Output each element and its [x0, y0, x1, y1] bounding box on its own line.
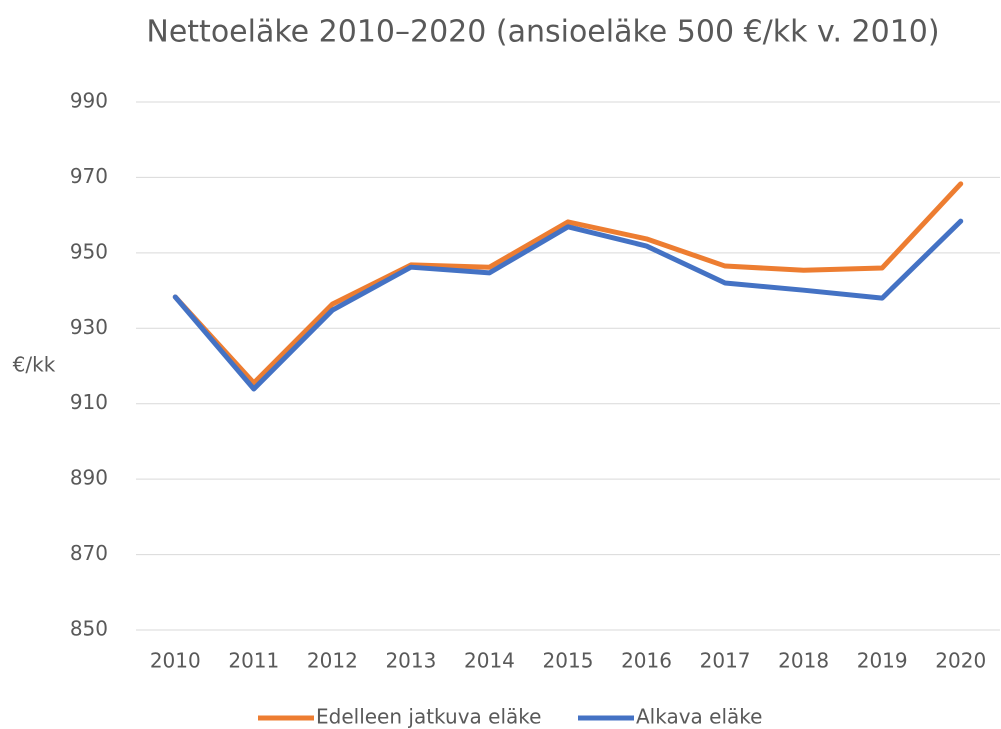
y-tick-label: 950: [70, 239, 108, 263]
x-tick-label: 2017: [700, 649, 751, 673]
y-tick-label: 910: [70, 390, 108, 414]
x-tick-label: 2016: [621, 649, 672, 673]
x-tick-label: 2010: [150, 649, 201, 673]
x-tick-label: 2011: [228, 649, 279, 673]
chart-title: Nettoeläke 2010–2020 (ansioeläke 500 €/k…: [146, 15, 939, 50]
x-tick-label: 2015: [543, 649, 594, 673]
x-tick-label: 2018: [778, 649, 829, 673]
y-tick-label: 930: [70, 315, 108, 339]
legend-label: Edelleen jatkuva eläke: [316, 705, 541, 729]
y-tick-label: 850: [70, 617, 108, 641]
legend-label: Alkava eläke: [636, 705, 762, 729]
line-series: [172, 218, 964, 392]
x-tick-label: 2020: [935, 649, 986, 673]
x-tick-label: 2014: [464, 649, 515, 673]
x-tick-label: 2013: [385, 649, 436, 673]
y-axis-label: €/kk: [13, 353, 56, 377]
x-tick-label: 2019: [857, 649, 908, 673]
y-tick-label: 890: [70, 466, 108, 490]
y-tick-label: 970: [70, 164, 108, 188]
y-tick-label: 990: [70, 89, 108, 113]
line-series: [172, 181, 964, 386]
x-tick-label: 2012: [307, 649, 358, 673]
y-tick-label: 870: [70, 541, 108, 565]
